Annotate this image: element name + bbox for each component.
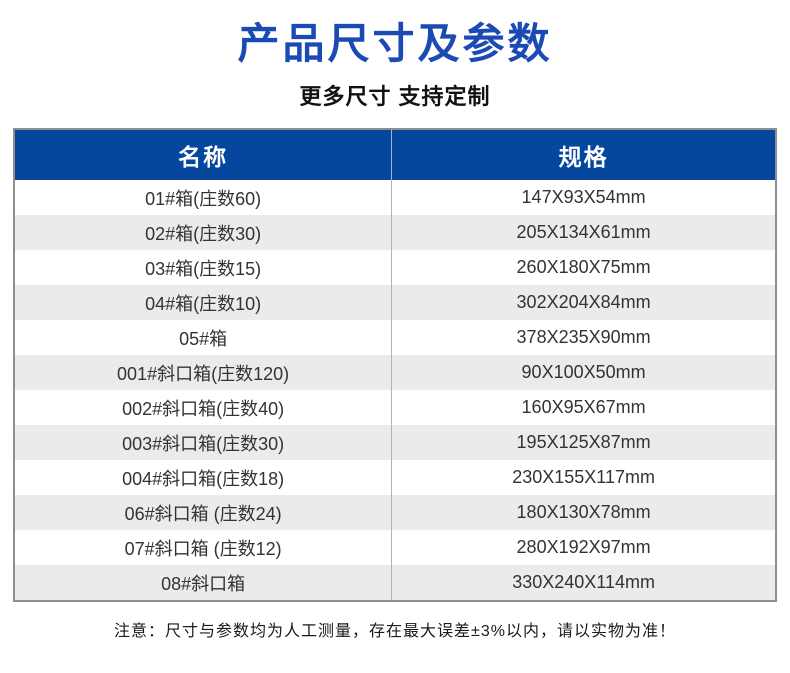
table-row: 07#斜口箱 (庄数12) 280X192X97mm — [15, 530, 775, 565]
table-row: 002#斜口箱(庄数40) 160X95X67mm — [15, 390, 775, 425]
page-subtitle: 更多尺寸 支持定制 — [299, 84, 491, 109]
table-row: 01#箱(庄数60) 147X93X54mm — [15, 180, 775, 215]
cell-name: 002#斜口箱(庄数40) — [15, 390, 393, 425]
table-row: 03#箱(庄数15) 260X180X75mm — [15, 250, 775, 285]
cell-spec: 330X240X114mm — [512, 572, 655, 592]
header-row: 名称 规格 — [15, 130, 775, 180]
cell-spec: 180X130X78mm — [516, 502, 651, 522]
table-row: 06#斜口箱 (庄数24) 180X130X78mm — [15, 495, 775, 530]
spec-table-head: 名称 规格 — [15, 130, 775, 180]
table-row: 02#箱(庄数30) 205X134X61mm — [15, 215, 775, 250]
table-row: 001#斜口箱(庄数120) 90X100X50mm — [15, 355, 775, 390]
disclaimer-note: 注意：尺寸与参数均为人工测量，存在最大误差±3%以内，请以实物为准！ — [114, 623, 676, 640]
cell-name: 04#箱(庄数10) — [15, 285, 393, 320]
cell-spec: 147X93X54mm — [521, 187, 646, 207]
cell-name: 08#斜口箱 — [15, 565, 393, 600]
cell-spec: 205X134X61mm — [516, 222, 651, 242]
table-row: 04#箱(庄数10) 302X204X84mm — [15, 285, 775, 320]
cell-name: 05#箱 — [15, 320, 393, 355]
spec-table-body: 01#箱(庄数60) 147X93X54mm 02#箱(庄数30) 205X13… — [15, 180, 775, 600]
cell-spec: 230X155X117mm — [512, 467, 655, 487]
column-header-name: 名称 — [15, 130, 393, 180]
cell-name: 03#箱(庄数15) — [15, 250, 393, 285]
cell-spec: 195X125X87mm — [516, 432, 651, 452]
spec-table-container: 名称 规格 01#箱(庄数60) 147X93X54mm 02#箱(庄数30) … — [13, 128, 777, 602]
cell-name: 001#斜口箱(庄数120) — [15, 355, 393, 390]
cell-name: 02#箱(庄数30) — [15, 215, 393, 250]
cell-spec: 280X192X97mm — [516, 537, 651, 557]
column-header-spec: 规格 — [391, 130, 775, 180]
cell-spec: 302X204X84mm — [516, 292, 651, 312]
spec-table: 名称 规格 01#箱(庄数60) 147X93X54mm 02#箱(庄数30) … — [15, 130, 775, 600]
table-row: 08#斜口箱 330X240X114mm — [15, 565, 775, 600]
cell-spec: 90X100X50mm — [521, 362, 646, 382]
cell-name: 07#斜口箱 (庄数12) — [15, 530, 393, 565]
cell-spec: 378X235X90mm — [516, 327, 651, 347]
table-row: 004#斜口箱(庄数18) 230X155X117mm — [15, 460, 775, 495]
cell-name: 01#箱(庄数60) — [15, 180, 393, 215]
table-row: 05#箱 378X235X90mm — [15, 320, 775, 355]
cell-spec: 260X180X75mm — [516, 257, 651, 277]
table-row: 003#斜口箱(庄数30) 195X125X87mm — [15, 425, 775, 460]
cell-spec: 160X95X67mm — [521, 397, 646, 417]
cell-name: 06#斜口箱 (庄数24) — [15, 495, 393, 530]
cell-name: 003#斜口箱(庄数30) — [15, 425, 393, 460]
cell-name: 004#斜口箱(庄数18) — [15, 460, 393, 495]
page-title: 产品尺寸及参数 — [237, 20, 553, 67]
